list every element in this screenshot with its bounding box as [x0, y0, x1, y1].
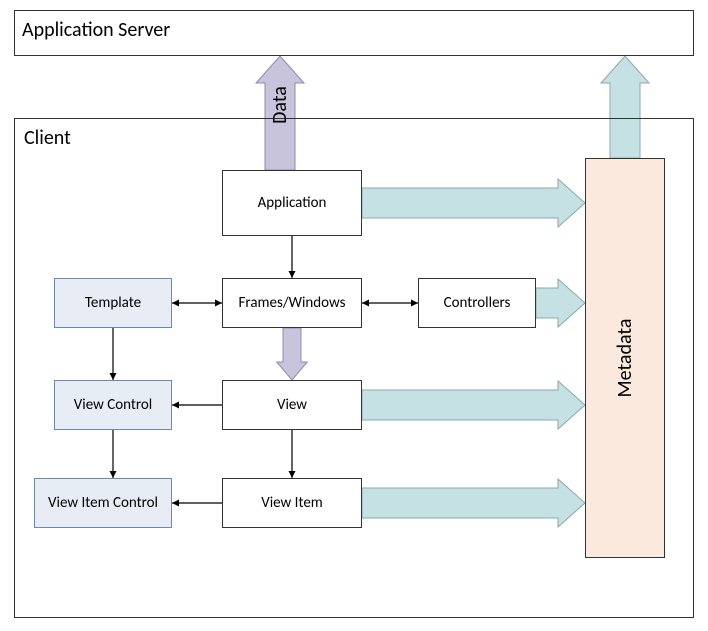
node-viewitem: View Item [222, 478, 362, 528]
node-label-template: Template [85, 294, 141, 312]
node-label-viewitemcontrol: View Item Control [48, 494, 158, 512]
region-label-app-server: Application Server [22, 18, 170, 42]
node-label-viewcontrol: View Control [74, 396, 152, 414]
node-label-controllers: Controllers [444, 294, 511, 312]
node-label-application: Application [258, 194, 327, 212]
node-label-metadata: Metadata [613, 308, 637, 408]
region-label-client: Client [24, 126, 71, 150]
node-viewitemcontrol: View Item Control [34, 478, 172, 528]
node-template: Template [54, 278, 172, 328]
node-frames: Frames/Windows [222, 278, 362, 328]
node-controllers: Controllers [418, 278, 536, 328]
node-viewcontrol: View Control [54, 380, 172, 430]
node-view: View [222, 380, 362, 430]
node-application: Application [222, 170, 362, 236]
node-label-viewitem: View Item [261, 494, 323, 512]
data-arrow-label: Data [268, 75, 292, 135]
node-label-frames: Frames/Windows [239, 294, 346, 312]
node-label-view: View [277, 396, 307, 414]
